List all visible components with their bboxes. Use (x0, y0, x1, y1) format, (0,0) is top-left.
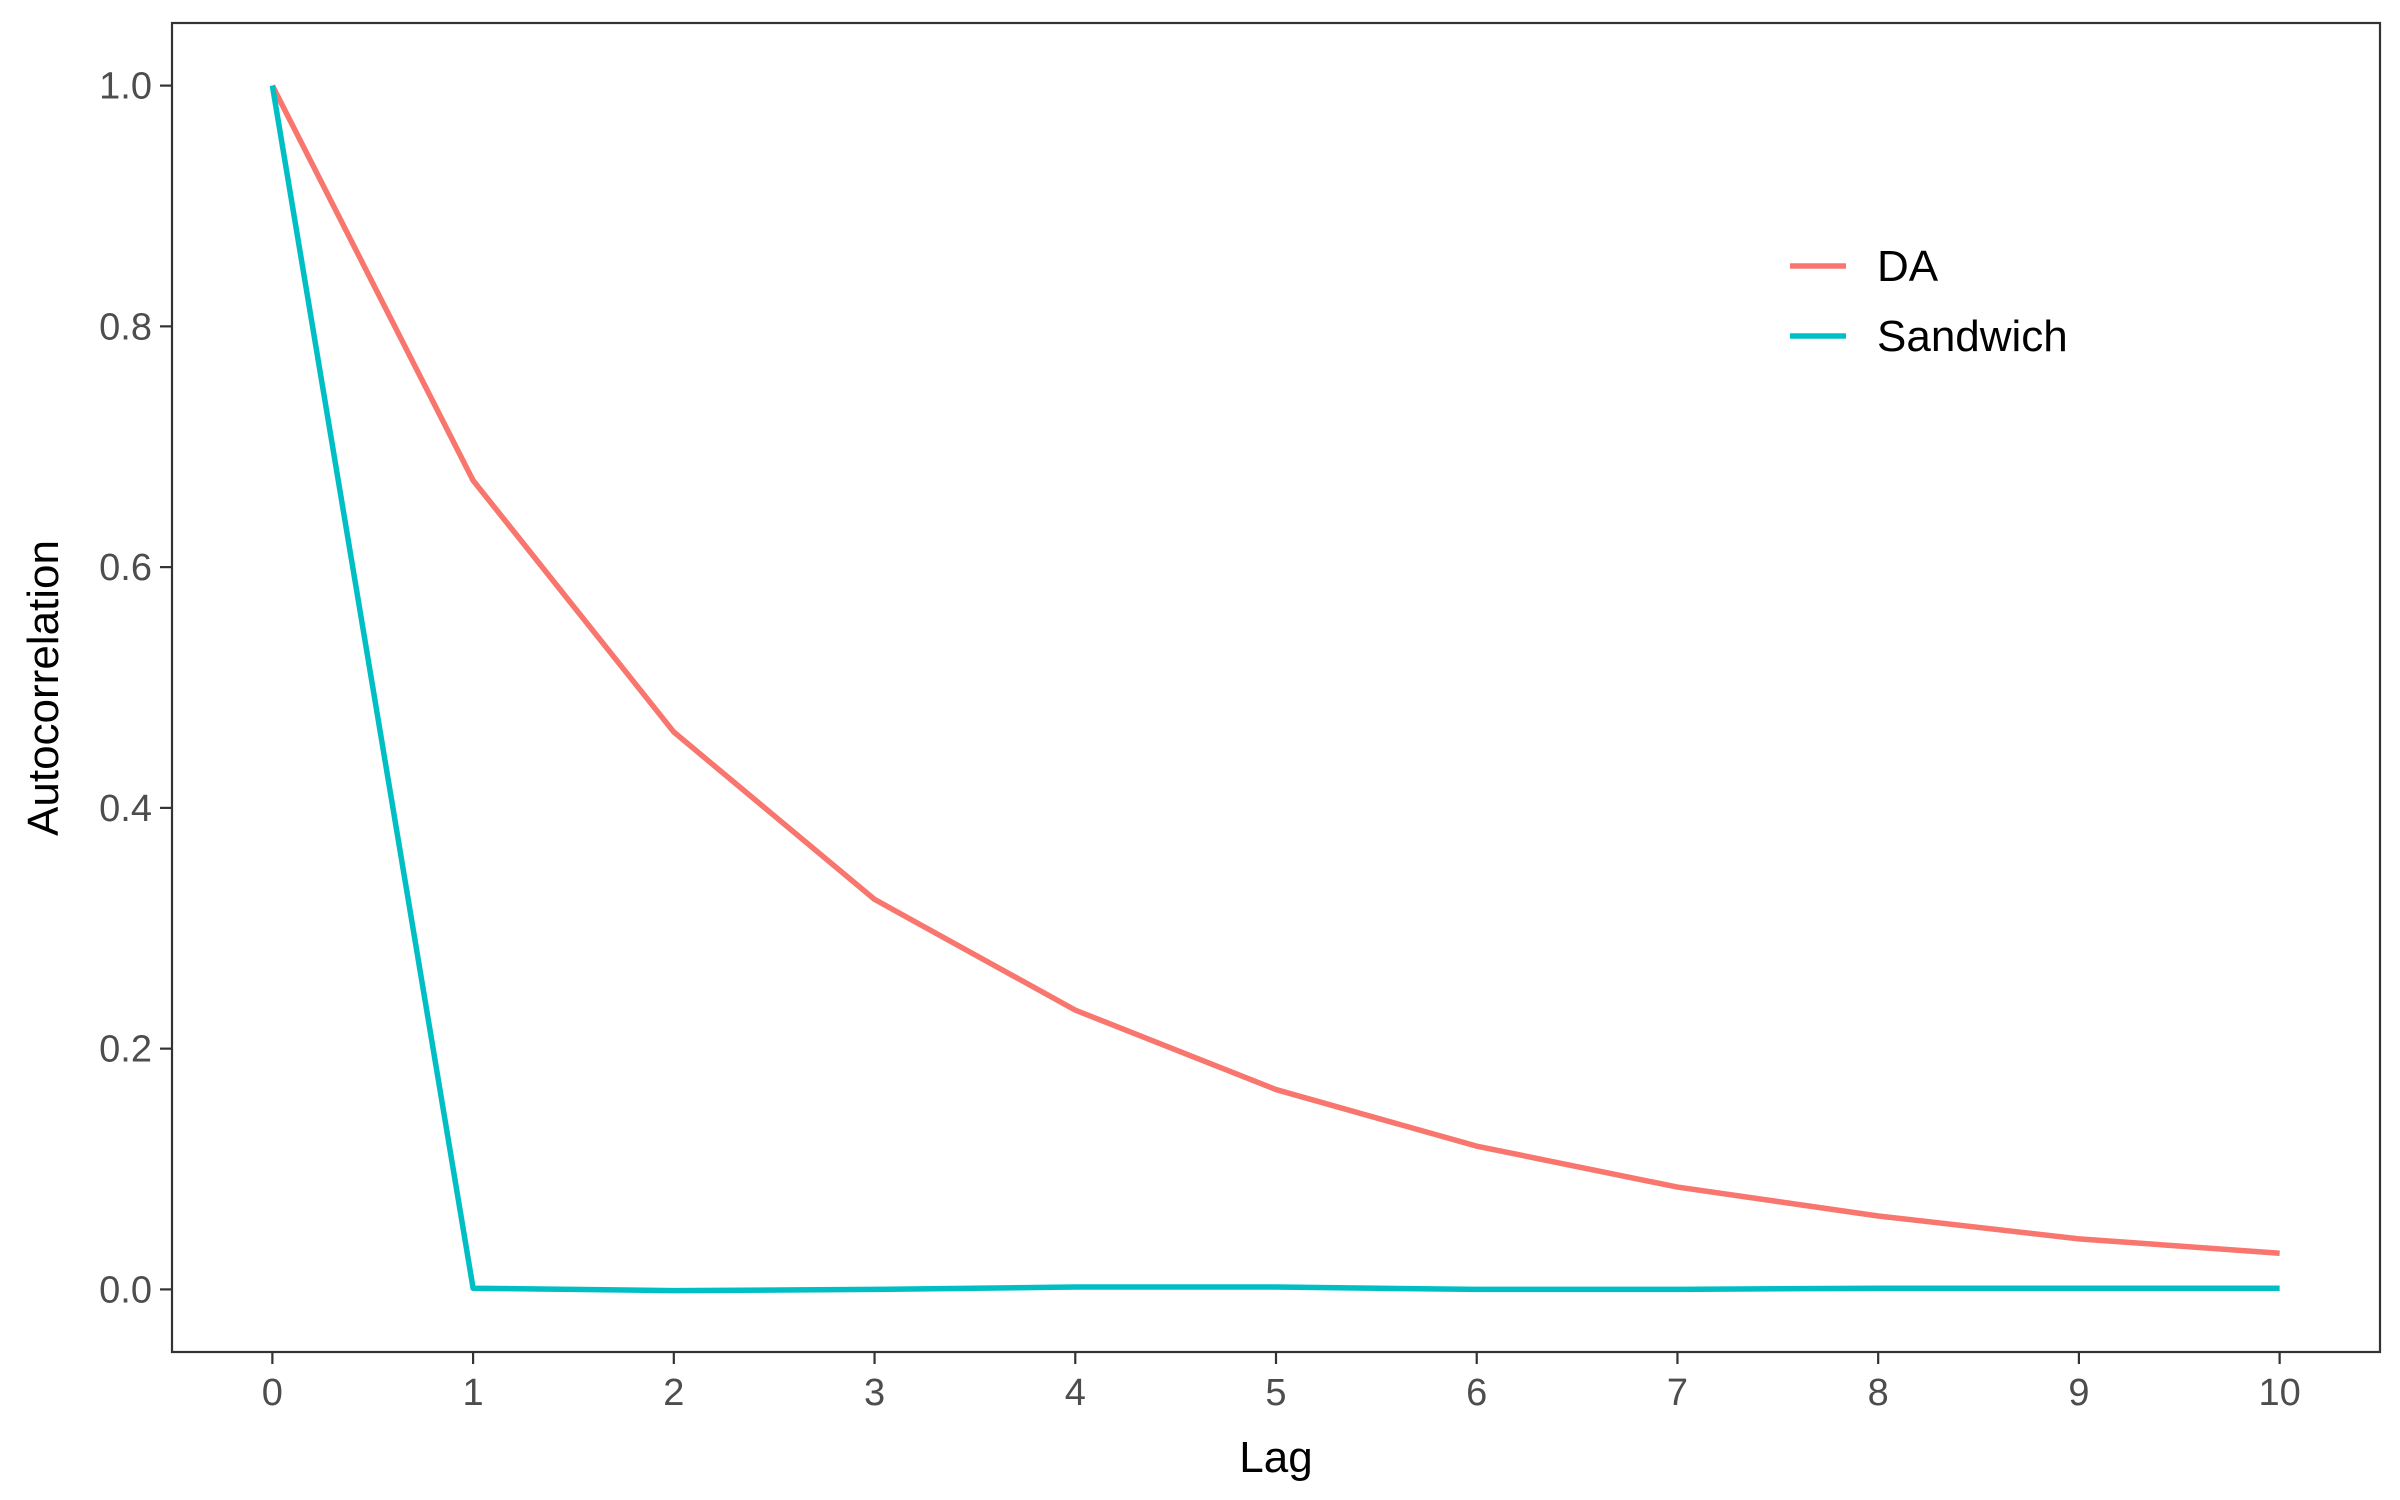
legend: DA Sandwich (1790, 242, 2068, 361)
legend-label-sandwich: Sandwich (1877, 312, 2068, 361)
y-tick-label: 0.0 (99, 1269, 152, 1311)
x-tick-label: 5 (1265, 1372, 1286, 1414)
x-tick-label: 0 (262, 1372, 283, 1414)
x-tick-label: 7 (1667, 1372, 1688, 1414)
series-line-sandwich (269, 85, 2280, 1294)
y-axis: 0.0 0.2 0.4 0.6 0.8 1.0 (99, 66, 172, 1311)
plot-panel-border (170, 21, 2382, 1354)
y-tick-label: 0.8 (99, 306, 152, 348)
series-layer (269, 84, 2280, 1294)
y-tick-label: 1.0 (99, 66, 152, 108)
x-tick-label: 4 (1065, 1372, 1086, 1414)
x-axis-title: Lag (1239, 1433, 1312, 1482)
x-tick-label: 3 (864, 1372, 885, 1414)
series-line-da (269, 84, 2280, 1257)
x-tick-label: 8 (1868, 1372, 1889, 1414)
x-axis: 0 1 2 3 4 5 6 7 8 9 10 (262, 1352, 2301, 1414)
legend-label-da: DA (1877, 242, 1939, 291)
x-tick-label: 2 (663, 1372, 684, 1414)
x-tick-label: 10 (2258, 1372, 2300, 1414)
y-tick-label: 0.6 (99, 547, 152, 589)
x-tick-label: 6 (1466, 1372, 1487, 1414)
x-tick-label: 1 (463, 1372, 484, 1414)
x-tick-label: 9 (2068, 1372, 2089, 1414)
y-tick-label: 0.4 (99, 788, 152, 830)
y-axis-title: Autocorrelation (19, 540, 68, 836)
y-tick-label: 0.2 (99, 1029, 152, 1071)
